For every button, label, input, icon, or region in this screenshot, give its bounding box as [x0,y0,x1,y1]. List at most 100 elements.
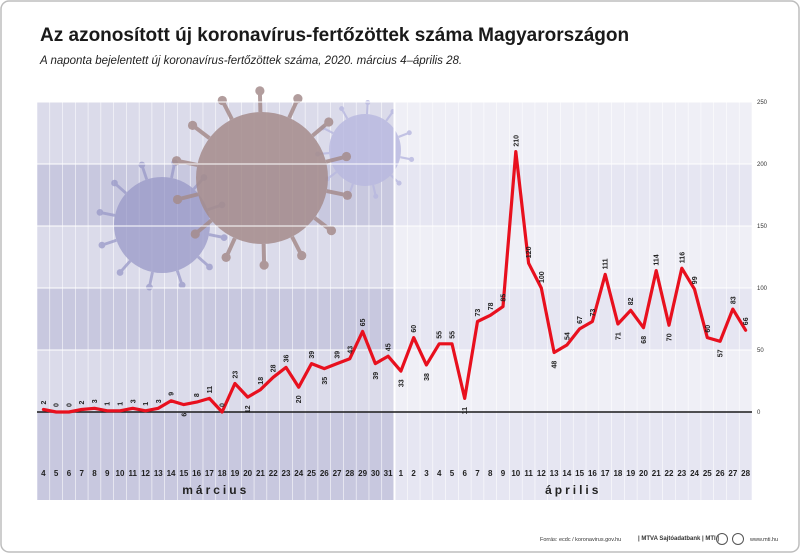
x-tick-label: 29 [358,469,367,478]
data-label: 23 [232,371,239,379]
x-tick-label: 20 [639,469,648,478]
data-point [514,150,517,153]
virus-body [114,177,210,273]
data-label: 18 [258,377,265,385]
data-label: 70 [667,333,674,341]
data-label: 116 [679,252,686,263]
data-label: 55 [450,331,457,339]
x-tick-label: 14 [167,469,176,478]
chart-title: Az azonosított új koronavírus-fertőzötte… [40,25,630,46]
virus-decoration-icon [171,86,353,270]
data-point [285,366,287,369]
data-point [732,308,734,310]
data-label: 1 [143,402,150,406]
data-point [591,320,594,323]
data-label: 85 [501,294,508,302]
x-tick-label: 26 [716,469,725,478]
x-tick-label: 6 [67,469,72,478]
x-tick-label: 19 [626,469,635,478]
x-tick-label: 25 [307,469,316,478]
data-label: 120 [526,246,533,258]
data-point [234,382,236,385]
data-point [642,326,645,329]
data-label: 6 [181,413,188,417]
brand-text: | MTVA Sajtóadatbank | MTI | [638,536,720,542]
x-tick-label: 7 [79,469,84,478]
x-tick-label: 17 [601,469,610,478]
data-label: 114 [654,254,661,265]
data-point [400,370,402,372]
x-tick-label: 5 [450,469,455,478]
x-tick-label: 18 [613,469,622,478]
x-tick-label: 17 [205,469,214,478]
x-tick-label: 14 [562,469,571,478]
data-point [629,309,632,312]
virus-spike-tip [342,190,353,200]
data-point [336,362,338,365]
x-tick-label: 13 [550,469,559,478]
x-tick-label: 10 [116,469,125,478]
data-label: 28 [271,364,278,372]
data-label: 35 [322,377,329,385]
data-point [80,408,83,411]
data-point [502,305,504,308]
data-label: 82 [628,297,635,305]
x-tick-label: 31 [384,469,393,478]
y-tick-label: 250 [757,100,768,106]
virus-spike-tip [259,260,269,270]
data-label: 1 [105,402,112,406]
mtva-logo-icon [716,533,728,545]
x-tick-label: 12 [537,469,546,478]
x-tick-label: 13 [154,469,163,478]
data-point [323,367,326,370]
x-tick-label: 24 [294,469,303,478]
virus-spike-tip [206,263,213,271]
x-tick-label: 16 [588,469,597,478]
data-point [246,396,249,398]
x-tick-label: 15 [179,469,188,478]
data-point [578,328,581,330]
website-url: www.mti.hu [750,537,779,543]
data-label: 48 [552,361,559,369]
x-tick-label: 21 [256,469,265,478]
x-tick-label: 10 [511,469,520,478]
virus-spike-tip [96,209,104,216]
x-tick-label: 11 [129,469,138,478]
x-tick-label: 16 [192,469,201,478]
virus-spike-tip [406,130,412,136]
data-label: 66 [743,317,750,325]
virus-body [329,114,401,186]
mti-logo-icon [732,533,744,545]
data-label: 1 [118,402,125,406]
data-point [744,329,747,331]
x-tick-label: 18 [218,469,227,478]
data-point [566,344,568,346]
data-point [553,351,555,354]
month-label: március [182,483,249,497]
data-point [221,411,223,413]
x-tick-label: 11 [524,469,533,478]
virus-spike-tip [293,93,303,104]
data-label: 60 [411,325,418,333]
data-label: 3 [130,399,137,403]
data-point [106,409,109,412]
data-point [68,411,70,413]
virus-spike-tip [409,156,415,162]
data-point [476,320,479,323]
data-point [463,397,466,400]
data-point [297,386,300,389]
data-point [617,323,619,325]
x-tick-label: 3 [424,469,429,478]
data-label: 71 [615,332,622,340]
data-label: 38 [424,373,431,381]
data-label: 67 [577,316,584,324]
virus-spike-tip [116,269,124,276]
data-label: 68 [641,336,648,344]
x-tick-label: 23 [282,469,291,478]
x-tick-label: 2 [411,469,416,478]
data-label: 3 [156,399,163,403]
data-point [272,376,275,379]
data-point [42,408,45,411]
data-point [55,411,57,413]
data-label: 12 [245,405,252,413]
